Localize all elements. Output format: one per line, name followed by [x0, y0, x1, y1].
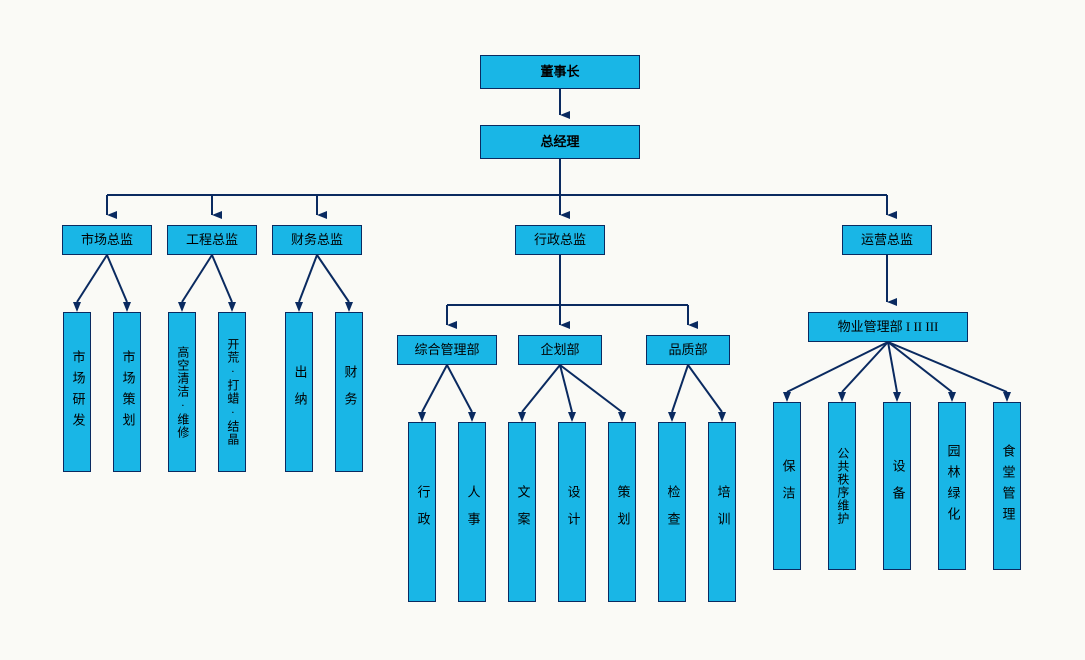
node-pm_gg: 公共秩序维护 [828, 402, 856, 570]
node-d_admin: 行政总监 [515, 225, 605, 255]
node-zh_rs: 人事 [458, 422, 486, 602]
node-eng_a: 高空清洁·维修 [168, 312, 196, 472]
node-d_fin: 财务总监 [272, 225, 362, 255]
node-pz_px: 培训 [708, 422, 736, 602]
node-d_eng: 工程总监 [167, 225, 257, 255]
node-pm: 物业管理部 I II III [808, 312, 968, 342]
node-qh_wa: 文案 [508, 422, 536, 602]
node-pm_st: 食堂管理 [993, 402, 1021, 570]
node-d_ops: 运营总监 [842, 225, 932, 255]
node-pm_bj: 保洁 [773, 402, 801, 570]
node-zh_xz: 行政 [408, 422, 436, 602]
node-gm: 总经理 [480, 125, 640, 159]
node-qh_ch: 策划 [608, 422, 636, 602]
node-d_market: 市场总监 [62, 225, 152, 255]
node-fin_a: 出纳 [285, 312, 313, 472]
node-fin_b: 财务 [335, 312, 363, 472]
org-chart-canvas: 董事长总经理市场总监工程总监财务总监 行政总监 运营总监市场研发市场策划高空清洁·维… [0, 0, 1085, 660]
node-pm_sb: 设备 [883, 402, 911, 570]
node-qh_sj: 设计 [558, 422, 586, 602]
node-adm_pz: 品质部 [646, 335, 730, 365]
node-chairman: 董事长 [480, 55, 640, 89]
node-mkt_plan: 市场策划 [113, 312, 141, 472]
node-eng_b: 开荒·打蜡·结晶 [218, 312, 246, 472]
node-pz_jc: 检查 [658, 422, 686, 602]
node-mkt_rd: 市场研发 [63, 312, 91, 472]
node-pm_yl: 园林绿化 [938, 402, 966, 570]
node-adm_qh: 企划部 [518, 335, 602, 365]
node-adm_zh: 综合管理部 [397, 335, 497, 365]
